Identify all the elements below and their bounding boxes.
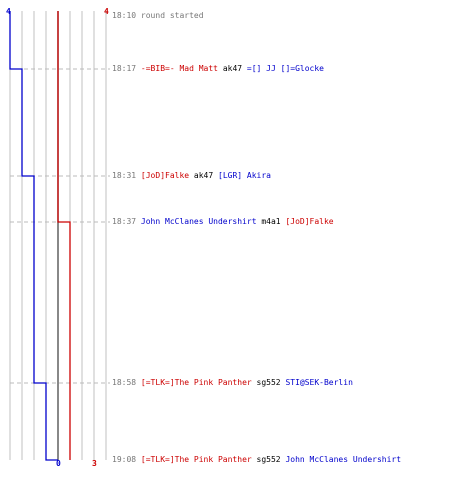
victim-name: [JoD]Falke: [285, 217, 334, 226]
event-message: round started: [140, 11, 204, 20]
kill-event: 18:58 [=TLK=]The Pink Panther sg552 STI@…: [112, 378, 353, 388]
kill-event: 18:17 -=BIB=- Mad Matt ak47 =[] JJ []=Gl…: [112, 64, 324, 74]
kill-event: 18:31 [JoD]Falke ak47 [LGR] Akira: [112, 171, 271, 181]
weapon-name: ak47: [222, 64, 243, 73]
victim-name: John McClanes Undershirt: [285, 455, 402, 464]
event-time: 18:37: [112, 217, 137, 226]
score-blue-end: 0: [56, 459, 61, 468]
event-time: 18:31: [112, 171, 137, 180]
event-time: 19:08: [112, 455, 137, 464]
red-team-line: [57, 11, 71, 460]
victim-name: [LGR] Akira: [218, 171, 271, 180]
victim-name: =[] JJ []=Glocke: [246, 64, 324, 73]
kill-event: 18:37 John McClanes Undershirt m4a1 [JoD…: [112, 217, 334, 227]
weapon-name: m4a1: [261, 217, 281, 226]
score-blue-start: 4: [6, 7, 11, 16]
kill-event: 19:08 [=TLK=]The Pink Panther sg552 John…: [112, 455, 401, 465]
killer-name: [JoD]Falke: [140, 171, 190, 180]
victim-name: STI@SEK-Berlin: [285, 378, 353, 387]
weapon-name: sg552: [256, 455, 281, 464]
blue-team-line: [9, 11, 58, 461]
killer-name: John McClanes Undershirt: [140, 217, 257, 226]
killer-name: -=BIB=- Mad Matt: [140, 64, 218, 73]
event-time: 18:17: [112, 64, 137, 73]
killer-name: [=TLK=]The Pink Panther: [140, 378, 252, 387]
weapon-name: ak47: [193, 171, 214, 180]
event-time: 18:10: [112, 11, 137, 20]
weapon-name: sg552: [256, 378, 281, 387]
event-time: 18:58: [112, 378, 137, 387]
killer-name: [=TLK=]The Pink Panther: [140, 455, 252, 464]
event-round-start: 18:10 round started: [112, 11, 204, 21]
score-red-end: 3: [92, 459, 97, 468]
score-red-start: 4: [104, 7, 109, 16]
round-timeline-graph: [9, 11, 110, 461]
